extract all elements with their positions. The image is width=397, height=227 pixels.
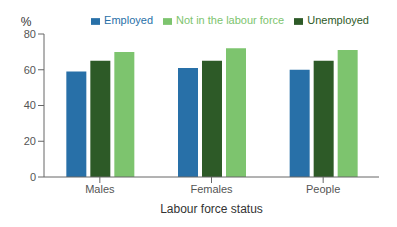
svg-text:%: % [21,15,32,29]
svg-text:40: 40 [24,99,36,111]
svg-text:Males: Males [85,183,115,195]
svg-text:Labour force status: Labour force status [160,202,263,216]
html-text:Employed: Employed [104,14,153,26]
svg-text:0: 0 [30,171,36,183]
svg-text:People: People [306,183,340,195]
svg-text:Females: Females [190,183,233,195]
svg-text:20: 20 [24,135,36,147]
svg-text:80: 80 [24,28,36,40]
html-text:Not in the labour force: Not in the labour force [176,14,285,26]
html-text:Unemployed: Unemployed [307,14,369,26]
svg-text:60: 60 [24,64,36,76]
